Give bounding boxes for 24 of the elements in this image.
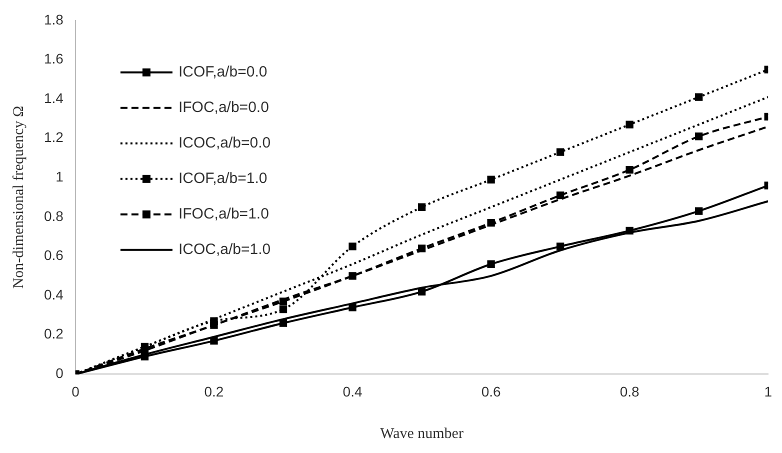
legend-label: IFOC,a/b=0.0: [178, 99, 269, 116]
x-tick-label: 0: [72, 383, 80, 400]
x-axis-title: Wave number: [380, 426, 464, 442]
legend-label: ICOC,a/b=0.0: [178, 134, 271, 152]
x-tick-label: 0.6: [481, 383, 501, 400]
y-tick-label: 0.8: [44, 208, 64, 224]
y-tick-label: 1: [56, 168, 64, 185]
y-tick-label: 0.6: [44, 247, 64, 264]
y-axis-title: Non-dimensional frequency Ω: [10, 106, 27, 289]
y-tick-label: 0.4: [44, 286, 64, 302]
x-tick-label: 0.2: [204, 383, 224, 400]
x-tick-label: 1: [764, 383, 772, 400]
y-tick-label: 0.2: [44, 326, 64, 342]
y-tick-label: 0: [56, 365, 64, 382]
y-tick-label: 1.4: [44, 90, 64, 106]
x-tick-label: 0.8: [620, 383, 640, 400]
y-tick-label: 1.8: [44, 11, 64, 28]
legend-label: ICOF,a/b=0.0: [178, 64, 268, 81]
y-tick-label: 1.6: [44, 50, 64, 67]
legend-label: IFOC,a/b=1.0: [178, 206, 269, 223]
legend-label: ICOC,a/b=1.0: [178, 241, 271, 258]
legend-label: ICOF,a/b=1.0: [178, 170, 268, 188]
y-tick-label: 1.2: [44, 129, 64, 146]
x-tick-label: 0.4: [342, 383, 362, 400]
